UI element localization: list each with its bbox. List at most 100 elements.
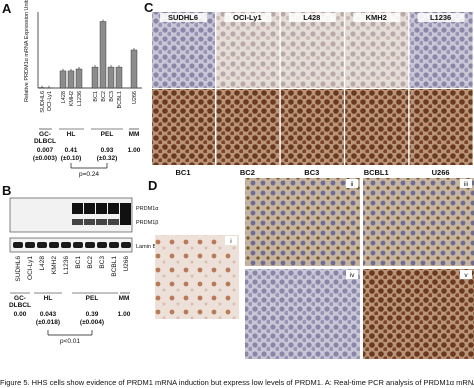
band [84, 219, 95, 225]
y-axis-label: Relative PRDM1α mRNA Expression Units [24, 0, 30, 102]
label-bg [224, 13, 272, 22]
label-bg [353, 13, 401, 22]
band-label: Lamin B [136, 244, 157, 250]
label-bg [460, 270, 472, 279]
band [108, 203, 119, 214]
group-label: GC- [14, 295, 26, 302]
category-label: BC3 [109, 91, 115, 102]
micrograph [216, 12, 280, 88]
band [109, 242, 119, 248]
subpanel-label: ii [351, 181, 354, 188]
cell-line-label: U266 [432, 168, 450, 177]
category-label: KMH2 [69, 91, 75, 106]
band [25, 242, 35, 248]
micrograph [155, 235, 239, 319]
subpanel-label: i [230, 238, 231, 245]
group-label: PEL [86, 295, 99, 302]
micrograph [152, 12, 215, 88]
micrograph [363, 178, 474, 266]
band [120, 203, 131, 225]
micrograph [345, 89, 409, 165]
lane-label: BC3 [99, 256, 106, 269]
cell-line-label: L428 [303, 13, 320, 22]
category-label: L1236 [77, 91, 83, 106]
bar [99, 21, 107, 89]
micrograph [152, 89, 215, 165]
group-label: MM [119, 295, 130, 302]
category-label: BCBL1 [117, 91, 123, 108]
group-label: MM [129, 131, 140, 138]
micrograph [216, 89, 280, 165]
band-label: PRDM1β [136, 220, 158, 226]
band [72, 219, 83, 225]
cell-line-label: SUDHL6 [168, 13, 198, 22]
bar [115, 66, 123, 89]
label-bg [225, 236, 237, 245]
bar [59, 70, 67, 89]
cell-line-label: KMH2 [366, 13, 387, 22]
band [72, 203, 83, 214]
label-bg [346, 179, 358, 188]
group-value: 1.00 [128, 147, 141, 154]
bar [91, 66, 99, 89]
panel-label: B [2, 183, 11, 198]
micrograph [245, 269, 360, 359]
group-error: (±0.004) [80, 319, 104, 326]
group-label: HL [67, 131, 76, 138]
band [85, 242, 95, 248]
cell-line-label: BC3 [304, 168, 319, 177]
lane-label: U266 [123, 256, 130, 272]
group-error: (±0.10) [61, 155, 82, 162]
cell-line-label: BC2 [240, 168, 255, 177]
group-value: 1.00 [118, 311, 131, 318]
group-error: (±0.018) [36, 319, 60, 326]
group-value: 0.00 [14, 311, 27, 318]
group-value: 0.007 [37, 147, 54, 154]
subpanel-label: v [464, 272, 468, 279]
micrograph [409, 89, 473, 165]
category-label: BC1 [93, 91, 99, 102]
group-value: 0.93 [101, 147, 114, 154]
micrograph [245, 178, 360, 266]
group-value: 0.39 [86, 311, 99, 318]
lane-label: BC1 [75, 256, 82, 269]
band [121, 242, 131, 248]
cell-line-label: BC1 [175, 168, 190, 177]
band [49, 242, 59, 248]
category-label: L428 [61, 91, 67, 103]
category-label: BC2 [101, 91, 107, 102]
bar [107, 66, 115, 89]
micrograph [409, 12, 473, 88]
lane-label: OCI-Ly1 [27, 256, 34, 280]
micrograph [345, 12, 409, 88]
label-bg [288, 13, 336, 22]
micrograph [280, 89, 344, 165]
label-bg [346, 270, 358, 279]
bar [130, 49, 138, 89]
subpanel-label: iv [350, 272, 355, 279]
group-error: (±0.003) [33, 155, 57, 162]
subpanel-label: iii [464, 181, 468, 188]
band [13, 242, 23, 248]
group-label: DLBCL [34, 138, 56, 145]
group-error: (±0.32) [97, 155, 118, 162]
band [37, 242, 47, 248]
category-label: OCI-Ly1 [47, 91, 53, 111]
band [61, 242, 71, 248]
band [73, 242, 83, 248]
micrograph [363, 269, 474, 359]
band [108, 219, 119, 225]
lane-label: L1236 [63, 256, 70, 274]
p-value: p=0.24 [79, 171, 99, 178]
label-bg [160, 13, 207, 22]
bar [67, 70, 75, 89]
bar [75, 68, 83, 89]
band-label: PRDM1α [136, 206, 159, 212]
cell-line-label: BCBL1 [364, 168, 389, 177]
group-label: PEL [101, 131, 114, 138]
group-label: HL [44, 295, 53, 302]
category-label: U266 [132, 91, 138, 104]
band [96, 219, 107, 225]
p-value: p<0.01 [60, 338, 80, 345]
